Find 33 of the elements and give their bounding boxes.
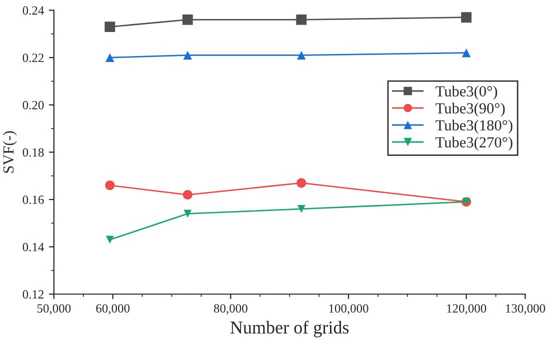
x-axis-title: Number of grids — [230, 320, 349, 338]
x-tick-label: 120,000 — [447, 304, 486, 314]
point — [182, 14, 193, 25]
x-tick-label: 60,000 — [96, 304, 130, 314]
point — [296, 50, 306, 60]
point — [297, 205, 306, 213]
point — [106, 53, 114, 62]
legend-label: Tube3(90°) — [436, 102, 505, 117]
point — [104, 22, 116, 32]
y-axis-title: SVF(-) — [2, 131, 17, 173]
legend-label: Tube3(180°) — [436, 120, 512, 134]
point — [462, 48, 471, 58]
y-tick-label: 0.20 — [22, 100, 44, 110]
point — [296, 14, 307, 25]
point — [296, 178, 306, 188]
point — [105, 180, 115, 190]
legend-label: Tube3(270°) — [436, 136, 512, 151]
y-tick-label: 0.22 — [22, 54, 44, 62]
y-tick-label: 0.18 — [22, 148, 44, 157]
x-tick-label: 100,000 — [329, 304, 368, 314]
y-tick-label: 0.12 — [22, 290, 44, 299]
y-tick-label: 0.24 — [22, 6, 44, 15]
x-tick-label: 130,000 — [506, 304, 546, 314]
point — [106, 236, 114, 244]
y-tick-label: 0.14 — [22, 242, 44, 252]
point — [461, 12, 472, 23]
x-tick-label: 80,000 — [214, 304, 248, 314]
point — [184, 210, 192, 218]
x-tick-label: 50,000 — [37, 304, 71, 314]
point — [182, 190, 192, 200]
point — [183, 50, 192, 60]
y-tick-label: 0.16 — [22, 196, 44, 204]
legend-label: Tube3(0°) — [436, 86, 498, 100]
